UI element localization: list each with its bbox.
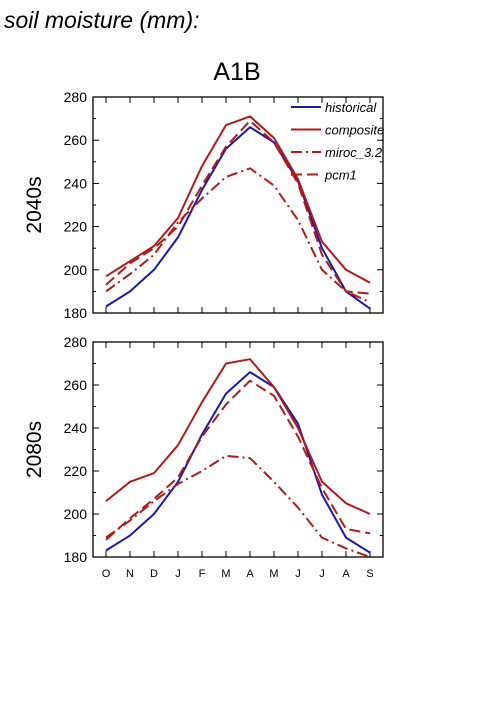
- y-tick-label: 240: [64, 175, 88, 191]
- y-tick-label: 260: [64, 132, 88, 148]
- x-tick-label: M: [269, 568, 278, 580]
- x-tick-label: A: [342, 568, 350, 580]
- x-tick-label: J: [295, 568, 301, 580]
- panel-2080s: 180 200 220 240 260 280 O N D J F M A M J J A S 2080s: [23, 334, 384, 580]
- x-tick-label: A: [246, 568, 254, 580]
- series-line-historical: [105, 371, 371, 554]
- x-tick-label: M: [221, 568, 230, 580]
- figure-title: soil moisture (mm):: [4, 7, 200, 33]
- x-tick-label: J: [319, 568, 325, 580]
- x-tick-label: J: [175, 568, 181, 580]
- y-tick-label: 180: [64, 305, 88, 321]
- legend-label-pcm1: pcm1: [324, 168, 357, 183]
- x-tick-label: N: [126, 568, 134, 580]
- x-tick-label: S: [366, 568, 373, 580]
- series-line-miroc_3.2: [105, 167, 371, 304]
- y-tick-label: 260: [64, 377, 88, 393]
- series-line-pcm1: [105, 379, 371, 541]
- scenario-title: A1B: [213, 58, 260, 86]
- series-line-miroc_3.2: [105, 454, 371, 558]
- legend-label-miroc_3.2: miroc_3.2: [325, 145, 383, 160]
- x-tick-label: O: [102, 568, 111, 580]
- legend-label-historical: historical: [325, 100, 377, 115]
- y-tick-label: 200: [64, 262, 88, 278]
- y-tick-label: 220: [64, 219, 88, 235]
- legend: historical composite miroc_3.2 pcm1: [291, 100, 384, 183]
- series-line-historical: [105, 126, 371, 310]
- series-line-composite: [105, 358, 371, 515]
- y-tick-label: 280: [64, 334, 88, 350]
- row-label: 2080s: [23, 421, 46, 478]
- x-tick-label: F: [199, 568, 206, 580]
- series-line-pcm1: [105, 119, 371, 295]
- row-label: 2040s: [23, 176, 46, 233]
- y-tick-label: 220: [64, 463, 88, 479]
- x-tick-label: D: [150, 568, 158, 580]
- y-tick-label: 240: [64, 420, 88, 436]
- panel-2040s: 180 200 220 240 260 280 2040s historical composi…: [23, 89, 384, 321]
- y-tick-label: 180: [64, 549, 88, 565]
- y-tick-label: 280: [64, 89, 88, 105]
- y-tick-label: 200: [64, 506, 88, 522]
- legend-label-composite: composite: [325, 123, 384, 138]
- series-line-composite: [105, 115, 371, 284]
